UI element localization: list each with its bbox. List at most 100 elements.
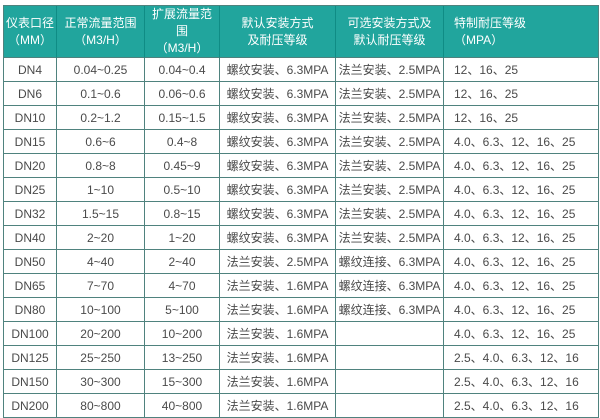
cell-extended-flow-range: 0.8~15	[145, 202, 220, 226]
cell-default-installation: 法兰安装、1.6MPA	[220, 370, 336, 394]
cell-custom-pressure-rating: 4.0、6.3、12、16、25	[444, 298, 598, 322]
cell-default-installation: 螺纹安装、6.3MPA	[220, 58, 336, 82]
cell-extended-flow-range: 10~200	[145, 322, 220, 346]
cell-optional-installation: 螺纹连接、6.3MPA	[336, 298, 444, 322]
cell-custom-pressure-rating: 4.0、6.3、12、16、25	[444, 274, 598, 298]
column-header-line: 仪表口径	[6, 15, 55, 30]
column-header-line: 默认安装方式	[241, 15, 314, 30]
cell-optional-installation	[336, 370, 444, 394]
cell-custom-pressure-rating: 2.5、4.0、6.3、12、16	[454, 399, 579, 413]
cell-diameter: DN50	[4, 250, 57, 274]
cell-normal-flow-range: 0.2~1.2	[57, 106, 145, 130]
cell-optional-installation: 法兰安装、2.5MPA	[336, 82, 444, 106]
table-row: DN50 4~40 2~40 法兰安装、2.5MPA 螺纹连接、6.3MPA 4.0、6.…	[4, 250, 598, 274]
column-header-normal-flow-range: 正常流量范围 （M3/H）	[57, 6, 145, 58]
column-header-line: 默认耐压等级	[353, 32, 426, 47]
cell-custom-pressure-rating: 12、16、25	[444, 106, 598, 130]
cell-diameter: DN150	[4, 370, 57, 394]
column-header-line: 正常流量范围	[64, 15, 137, 30]
cell-extended-flow-range: 2~40	[145, 250, 220, 274]
column-header-optional-installation: 可选安装方式及 默认耐压等级	[336, 6, 444, 58]
cell-optional-installation: 法兰安装、2.5MPA	[336, 58, 444, 82]
cell-optional-installation	[336, 394, 444, 417]
cell-optional-installation	[336, 322, 444, 346]
cell-custom-pressure-rating: 4.0、6.3、12、16、25	[444, 322, 598, 346]
cell-extended-flow-range: 5~100	[145, 298, 220, 322]
cell-normal-flow-range: 0.04~0.25	[57, 58, 145, 82]
table-body: DN4 0.04~0.25 0.04~0.4 螺纹安装、6.3MPA 法兰安装、2.5M…	[4, 58, 598, 417]
cell-diameter: DN80	[4, 298, 57, 322]
cell-optional-installation: 螺纹连接、6.3MPA	[336, 250, 444, 274]
cell-default-installation: 螺纹安装、6.3MPA	[220, 82, 336, 106]
cell-diameter: DN6	[4, 82, 57, 106]
cell-optional-installation: 法兰安装、2.5MPA	[336, 154, 444, 178]
cell-custom-pressure-rating: 4.0、6.3、12、16、25	[444, 178, 598, 202]
cell-custom-pressure-rating: 4.0、6.3、12、16、25	[444, 130, 598, 154]
column-header-line: 特制耐压等级	[454, 15, 527, 30]
column-header-diameter: 仪表口径 （MM）	[4, 6, 57, 58]
cell-normal-flow-range: 0.1~0.6	[57, 82, 145, 106]
cell-normal-flow-range: 7~70	[57, 274, 145, 298]
cell-extended-flow-range: 0.15~1.5	[145, 106, 220, 130]
cell-diameter: DN125	[4, 346, 57, 370]
table-row: DN80 10~100 5~100 法兰安装、1.6MPA 螺纹连接、6.3MPA 4.0…	[4, 298, 598, 322]
table-row: DN65 7~70 4~70 法兰安装、1.6MPA 螺纹连接、6.3MPA 4.0、6.…	[4, 274, 598, 298]
cell-custom-pressure-rating: 12、16、25	[444, 58, 598, 82]
column-header-line: （MM）	[8, 32, 52, 47]
cell-default-installation: 法兰安装、1.6MPA	[220, 346, 336, 370]
cell-normal-flow-range: 20~200	[57, 322, 145, 346]
cell-custom-pressure-rating: 2.5、4.0、6.3、12、16	[444, 346, 598, 370]
column-header-line: （MPA）	[454, 32, 504, 47]
cell-custom-pressure-rating: 2.5、4.0、6.3、12、16	[444, 370, 598, 394]
column-header-custom-pressure-rating: 特制耐压等级 （MPA）	[444, 6, 598, 58]
table-row: DN40 2~20 1~20 螺纹安装、6.3MPA 法兰安装、2.5MPA 4.0、6.…	[4, 226, 598, 250]
table-row: DN25 1~10 0.5~10 螺纹安装、6.3MPA 法兰安装、2.5MPA 4.0、…	[4, 178, 598, 202]
cell-optional-installation: 法兰安装、2.5MPA	[336, 178, 444, 202]
cell-diameter: DN10	[4, 106, 57, 130]
cell-optional-installation: 法兰安装、2.5MPA	[336, 106, 444, 130]
cell-normal-flow-range: 0.8~8	[57, 154, 145, 178]
cell-default-installation: 法兰安装、2.5MPA	[220, 250, 336, 274]
cell-default-installation: 法兰安装、1.6MPA	[220, 274, 336, 298]
cell-custom-pressure-rating: 4.0、6.3、12、16、25	[444, 154, 598, 178]
cell-default-installation: 螺纹安装、6.3MPA	[220, 202, 336, 226]
cell-optional-installation: 螺纹连接、6.3MPA	[336, 274, 444, 298]
cell-diameter: DN100	[4, 322, 57, 346]
column-header-line: 扩展流量范围	[151, 7, 212, 38]
cell-extended-flow-range: 0.45~9	[145, 154, 220, 178]
column-header-default-installation: 默认安装方式 及耐压等级	[220, 6, 336, 58]
cell-extended-flow-range: 4~70	[145, 274, 220, 298]
column-header-extended-flow-range: 扩展流量范围 （M3/H）	[145, 6, 220, 58]
cell-optional-installation: 法兰安装、2.5MPA	[336, 226, 444, 250]
cell-default-installation: 螺纹安装、6.3MPA	[220, 106, 336, 130]
table-row: DN200 80~800 40~800 法兰安装、1.6MPA 2.5、4.0、6.3、…	[4, 394, 598, 417]
cell-default-installation: 法兰安装、1.6MPA	[220, 394, 336, 417]
table-row: DN100 20~200 10~200 法兰安装、1.6MPA 4.0、6.3、12、1…	[4, 322, 598, 346]
cell-normal-flow-range: 4~40	[57, 250, 145, 274]
column-header-line: 及耐压等级	[247, 32, 308, 47]
cell-custom-pressure-rating: 4.0、6.3、12、16、25	[444, 226, 598, 250]
cell-diameter: DN65	[4, 274, 57, 298]
table-row: DN15 0.6~6 0.4~8 螺纹安装、6.3MPA 法兰安装、2.5MPA 4.0、…	[4, 130, 598, 154]
cell-normal-flow-range: 10~100	[57, 298, 145, 322]
column-header-line: 可选安装方式及	[347, 15, 432, 30]
column-header-line: （M3/H）	[155, 41, 209, 55]
cell-default-installation: 螺纹安装、6.3MPA	[220, 130, 336, 154]
cell-extended-flow-range: 13~250	[145, 346, 220, 370]
cell-custom-pressure-rating: 4.0、6.3、12、16、25	[444, 202, 598, 226]
cell-normal-flow-range: 1~10	[57, 178, 145, 202]
header-row: 仪表口径 （MM） 正常流量范围 （M3/H） 扩展流量范围 （M3/H） 默认安装方式 及耐…	[4, 6, 598, 58]
cell-normal-flow-range: 25~250	[57, 346, 145, 370]
cell-default-installation: 螺纹安装、6.3MPA	[220, 178, 336, 202]
cell-extended-flow-range: 1~20	[145, 226, 220, 250]
flowmeter-spec-table: 仪表口径 （MM） 正常流量范围 （M3/H） 扩展流量范围 （M3/H） 默认安装方式 及耐…	[3, 5, 599, 418]
cell-normal-flow-range: 80~800	[57, 394, 145, 417]
cell-optional-installation: 法兰安装、2.5MPA	[336, 130, 444, 154]
table-row: DN150 30~300 15~300 法兰安装、1.6MPA 2.5、4.0、6.3、…	[4, 370, 598, 394]
table-row: DN6 0.1~0.6 0.06~0.6 螺纹安装、6.3MPA 法兰安装、2.5MPA…	[4, 82, 598, 106]
cell-extended-flow-range: 0.4~8	[145, 130, 220, 154]
cell-custom-pressure-rating: 4.0、6.3、12、16、25	[444, 250, 598, 274]
table-row: DN20 0.8~8 0.45~9 螺纹安装、6.3MPA 法兰安装、2.5MPA 4.0…	[4, 154, 598, 178]
cell-extended-flow-range: 0.5~10	[145, 178, 220, 202]
